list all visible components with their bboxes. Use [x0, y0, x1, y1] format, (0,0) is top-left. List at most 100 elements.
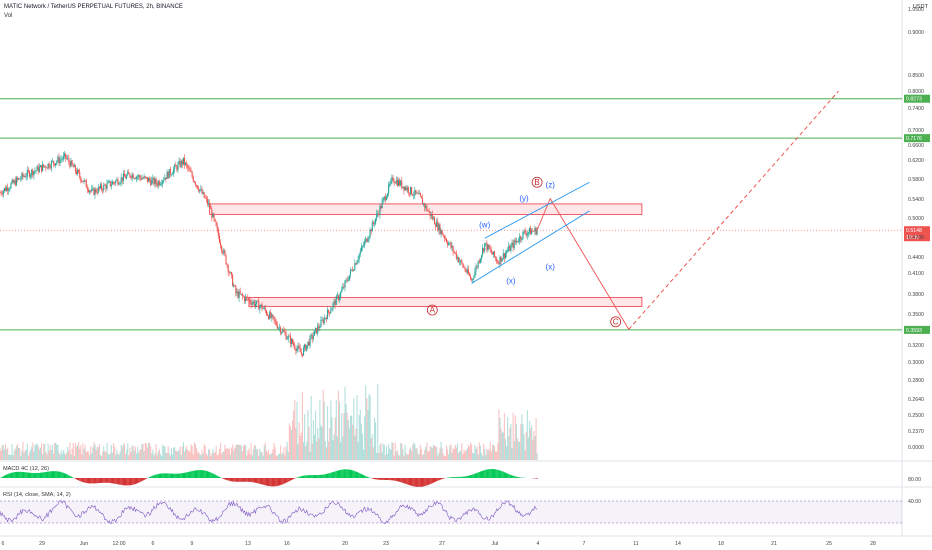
- candle-body: [372, 222, 374, 224]
- candle-body: [81, 181, 83, 182]
- candle-body: [285, 333, 287, 340]
- candle-body: [18, 178, 20, 180]
- macd-bar: [228, 478, 230, 481]
- macd-bar: [461, 476, 463, 478]
- macd-bar: [495, 469, 497, 478]
- zone-box[interactable]: [248, 296, 643, 307]
- volume-bar: [192, 454, 194, 460]
- candle-body: [209, 202, 211, 208]
- wave-label: C: [613, 317, 619, 326]
- candle-body: [61, 159, 63, 160]
- volume-bar: [309, 451, 311, 460]
- volume-bar: [61, 453, 63, 460]
- candle-body: [70, 160, 72, 167]
- macd-bar: [535, 478, 537, 479]
- volume-bar: [417, 454, 419, 460]
- candle-body: [101, 184, 103, 190]
- volume-bar: [283, 447, 285, 460]
- volume-bar: [7, 447, 9, 460]
- candle-body: [123, 173, 126, 177]
- volume-bar: [414, 443, 416, 460]
- price-axis[interactable]: 1.05000.90000.85000.80000.74000.70000.66…: [908, 7, 924, 505]
- macd-bar: [92, 478, 94, 484]
- macd-bar: [275, 478, 277, 487]
- macd-bar: [395, 478, 397, 481]
- wave-label: (z): [546, 181, 556, 190]
- volume-bar: [194, 443, 197, 460]
- candle-body: [50, 161, 52, 168]
- macd-bar: [61, 472, 63, 478]
- resistance-support-zones[interactable]: [209, 203, 643, 307]
- volume-bar: [139, 450, 141, 460]
- volume-bar: [93, 442, 95, 460]
- volume-bar: [451, 452, 453, 460]
- macd-bar: [475, 473, 477, 478]
- candle-body: [444, 238, 446, 240]
- volume-bar: [151, 453, 153, 460]
- volume-bar: [418, 453, 420, 460]
- volume-bar: [0, 450, 2, 460]
- macd-bar: [38, 472, 40, 478]
- candle-body: [311, 335, 313, 339]
- candle-body: [301, 353, 303, 356]
- candle-body: [83, 180, 85, 183]
- candle-body: [251, 302, 253, 305]
- macd-bar: [103, 478, 105, 483]
- candle-body: [68, 158, 70, 163]
- projection-path[interactable]: [536, 197, 630, 330]
- volume-bar: [56, 444, 58, 460]
- volume-bar: [419, 444, 421, 460]
- volume-bar: [444, 455, 446, 460]
- wave-drawings[interactable]: ABC(w)(x)(y)(x)(z): [426, 90, 839, 330]
- candle-body: [342, 286, 344, 290]
- macd-bar: [327, 473, 329, 478]
- volume-bar: [335, 399, 337, 460]
- volume-bar: [476, 446, 478, 460]
- macd-bar: [265, 478, 267, 486]
- volume-bar: [288, 423, 290, 460]
- channel-lower[interactable]: [471, 210, 590, 284]
- candlesticks: [0, 150, 538, 358]
- candle-body: [174, 164, 176, 169]
- candle-body: [15, 177, 17, 186]
- macd-bar: [32, 472, 34, 478]
- candle-body: [435, 224, 437, 227]
- volume-bar: [178, 449, 180, 460]
- volume-bar: [24, 450, 26, 460]
- channel-upper[interactable]: [484, 181, 590, 239]
- macd-bar: [510, 474, 512, 478]
- candle-body: [426, 205, 428, 211]
- time-axis[interactable]: 6 29 Jun 12:00 6 9 13 16 20 23 27 Jul 4 7 11 14 18 21 25 28: [2, 541, 876, 547]
- candle-body: [232, 274, 234, 287]
- wave-circle: [610, 316, 622, 328]
- macd-bar: [299, 476, 301, 478]
- macd-bar: [204, 470, 206, 478]
- macd-bar: [372, 478, 374, 479]
- candle-body: [265, 310, 267, 315]
- wave-label: (w): [479, 220, 490, 229]
- candle-body: [146, 177, 148, 182]
- volume-bar: [270, 453, 272, 460]
- volume-bar: [330, 400, 332, 460]
- volume-bar: [520, 424, 522, 460]
- candle-body: [16, 177, 19, 180]
- time-tick-label: 21: [771, 541, 777, 547]
- candle-body: [259, 306, 261, 310]
- macd-bar: [82, 478, 84, 483]
- macd-bar: [74, 478, 76, 479]
- macd-bar: [423, 478, 425, 487]
- candle-body: [262, 308, 264, 310]
- macd-bar: [404, 478, 406, 484]
- candle-body: [111, 181, 114, 185]
- volume-bar: [176, 451, 178, 460]
- volume-bar: [155, 444, 157, 460]
- projection-dashed[interactable]: [628, 90, 839, 330]
- volume-bar: [535, 418, 537, 460]
- macd-bar: [513, 476, 515, 478]
- volume-bar: [336, 436, 338, 460]
- macd-bar: [306, 475, 308, 478]
- macd-bar: [28, 472, 31, 478]
- volume-bar: [491, 444, 493, 460]
